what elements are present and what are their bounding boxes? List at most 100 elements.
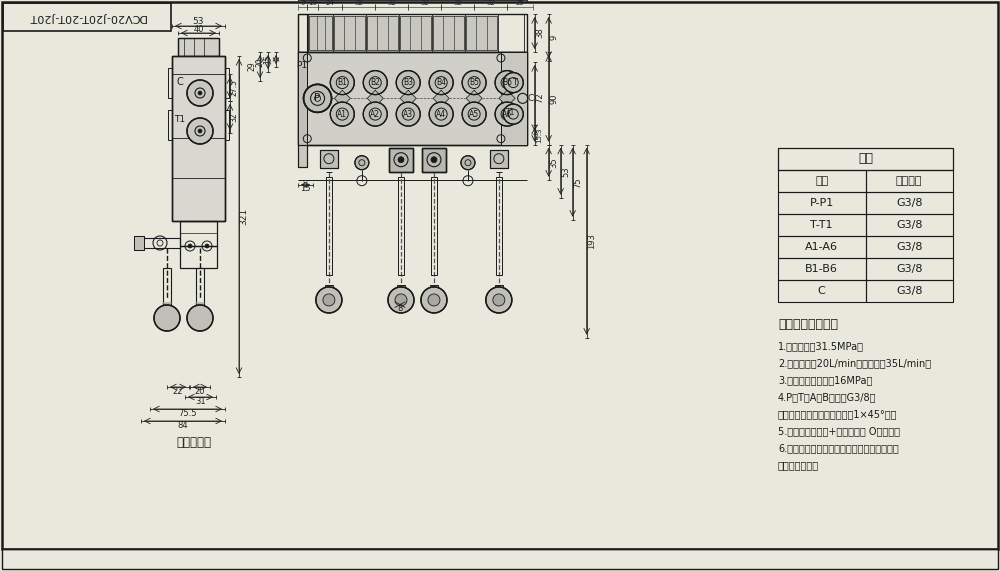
Text: 4.P、T、A、B口均为G3/8，: 4.P、T、A、B口均为G3/8，	[778, 392, 876, 402]
Circle shape	[461, 156, 475, 170]
Bar	[778, 280, 866, 302]
Text: B4: B4	[436, 78, 446, 87]
Bar	[325, 285, 333, 303]
Bar	[866, 170, 953, 192]
Text: A2: A2	[370, 110, 380, 119]
Text: 32: 32	[354, 0, 363, 6]
Circle shape	[316, 287, 342, 313]
Text: 40: 40	[193, 25, 204, 34]
Text: 9: 9	[549, 35, 558, 40]
Text: 84: 84	[178, 420, 188, 429]
Bar	[778, 170, 866, 192]
Bar	[778, 258, 866, 280]
Text: B3: B3	[403, 78, 413, 87]
Circle shape	[431, 156, 437, 163]
Bar	[142, 238, 180, 248]
Bar	[196, 268, 204, 303]
Circle shape	[187, 80, 213, 106]
Text: 22: 22	[173, 387, 183, 396]
Bar	[400, 16, 431, 50]
Text: 32: 32	[486, 0, 495, 6]
Text: 技术要求及参数：: 技术要求及参数：	[778, 317, 838, 331]
Bar	[389, 148, 413, 172]
Bar	[866, 214, 953, 236]
Circle shape	[187, 305, 213, 331]
Text: P: P	[314, 93, 321, 103]
Polygon shape	[433, 90, 449, 106]
Bar	[168, 110, 172, 140]
Bar	[501, 52, 527, 144]
Circle shape	[198, 91, 202, 95]
Text: DCV20-J20T-20T-J20T: DCV20-J20T-20T-J20T	[28, 12, 146, 22]
Circle shape	[462, 102, 486, 126]
Bar	[2, 549, 998, 569]
Bar	[778, 192, 866, 214]
Text: 15: 15	[264, 55, 272, 65]
Bar	[398, 176, 404, 275]
Polygon shape	[163, 303, 171, 316]
Polygon shape	[367, 90, 383, 106]
Bar	[309, 16, 332, 50]
Text: 31: 31	[195, 396, 206, 405]
Text: G3/8: G3/8	[896, 264, 922, 274]
Text: 15.3: 15.3	[537, 127, 543, 143]
Bar	[134, 236, 144, 250]
Text: B5: B5	[469, 78, 479, 87]
Text: 2.额定流量：20L/min，最大流量35L/min；: 2.额定流量：20L/min，最大流量35L/min；	[778, 358, 931, 368]
Circle shape	[398, 156, 404, 163]
Circle shape	[304, 85, 332, 112]
Circle shape	[330, 71, 354, 95]
Text: 75: 75	[573, 177, 582, 187]
Bar	[178, 38, 219, 56]
Circle shape	[198, 129, 202, 133]
Text: G3/8: G3/8	[896, 198, 922, 208]
Text: 193: 193	[587, 234, 596, 249]
Circle shape	[388, 287, 414, 313]
Text: 32: 32	[420, 0, 429, 6]
Text: G3/8: G3/8	[896, 220, 922, 230]
Bar	[298, 14, 527, 52]
Polygon shape	[400, 90, 416, 106]
Bar	[298, 144, 307, 167]
Text: 27.5: 27.5	[230, 79, 239, 96]
Text: 20: 20	[195, 387, 205, 396]
Text: 液压原理图: 液压原理图	[176, 436, 211, 448]
Text: 38: 38	[535, 27, 544, 38]
Circle shape	[495, 71, 519, 95]
Text: A1-A6: A1-A6	[805, 242, 838, 252]
Bar	[496, 176, 502, 275]
Circle shape	[428, 294, 440, 306]
Text: 24: 24	[326, 0, 334, 6]
Bar	[866, 258, 953, 280]
Text: 10: 10	[308, 0, 317, 6]
Text: 15: 15	[300, 184, 311, 193]
Bar	[433, 16, 464, 50]
Text: 53: 53	[561, 166, 570, 176]
Text: 29: 29	[248, 62, 256, 71]
Text: T1: T1	[506, 107, 515, 116]
Text: 9: 9	[300, 0, 305, 6]
Bar	[320, 150, 338, 168]
Text: 321: 321	[240, 208, 248, 225]
Circle shape	[355, 156, 369, 170]
Bar	[298, 52, 527, 144]
Text: C: C	[818, 286, 826, 296]
Text: C: C	[528, 94, 534, 103]
Bar	[778, 148, 953, 170]
Text: B1-B6: B1-B6	[805, 264, 838, 274]
Text: A6: A6	[502, 110, 512, 119]
Circle shape	[363, 102, 387, 126]
Text: 阀体: 阀体	[858, 152, 873, 166]
Bar	[866, 280, 953, 302]
Text: 5.控制方式：手动+弹簧复位， O型阀杆；: 5.控制方式：手动+弹簧复位， O型阀杆；	[778, 426, 900, 436]
Text: 架后盖为铝本色: 架后盖为铝本色	[778, 460, 819, 470]
Bar	[225, 68, 229, 98]
Text: T-T1: T-T1	[810, 220, 833, 230]
Polygon shape	[334, 90, 350, 106]
Circle shape	[154, 305, 180, 331]
Text: 72: 72	[535, 93, 544, 103]
Text: 3.安装阀调定压力：16MPa；: 3.安装阀调定压力：16MPa；	[778, 375, 872, 385]
Text: T: T	[512, 78, 517, 87]
Text: 20: 20	[256, 57, 264, 67]
Bar	[180, 221, 217, 246]
